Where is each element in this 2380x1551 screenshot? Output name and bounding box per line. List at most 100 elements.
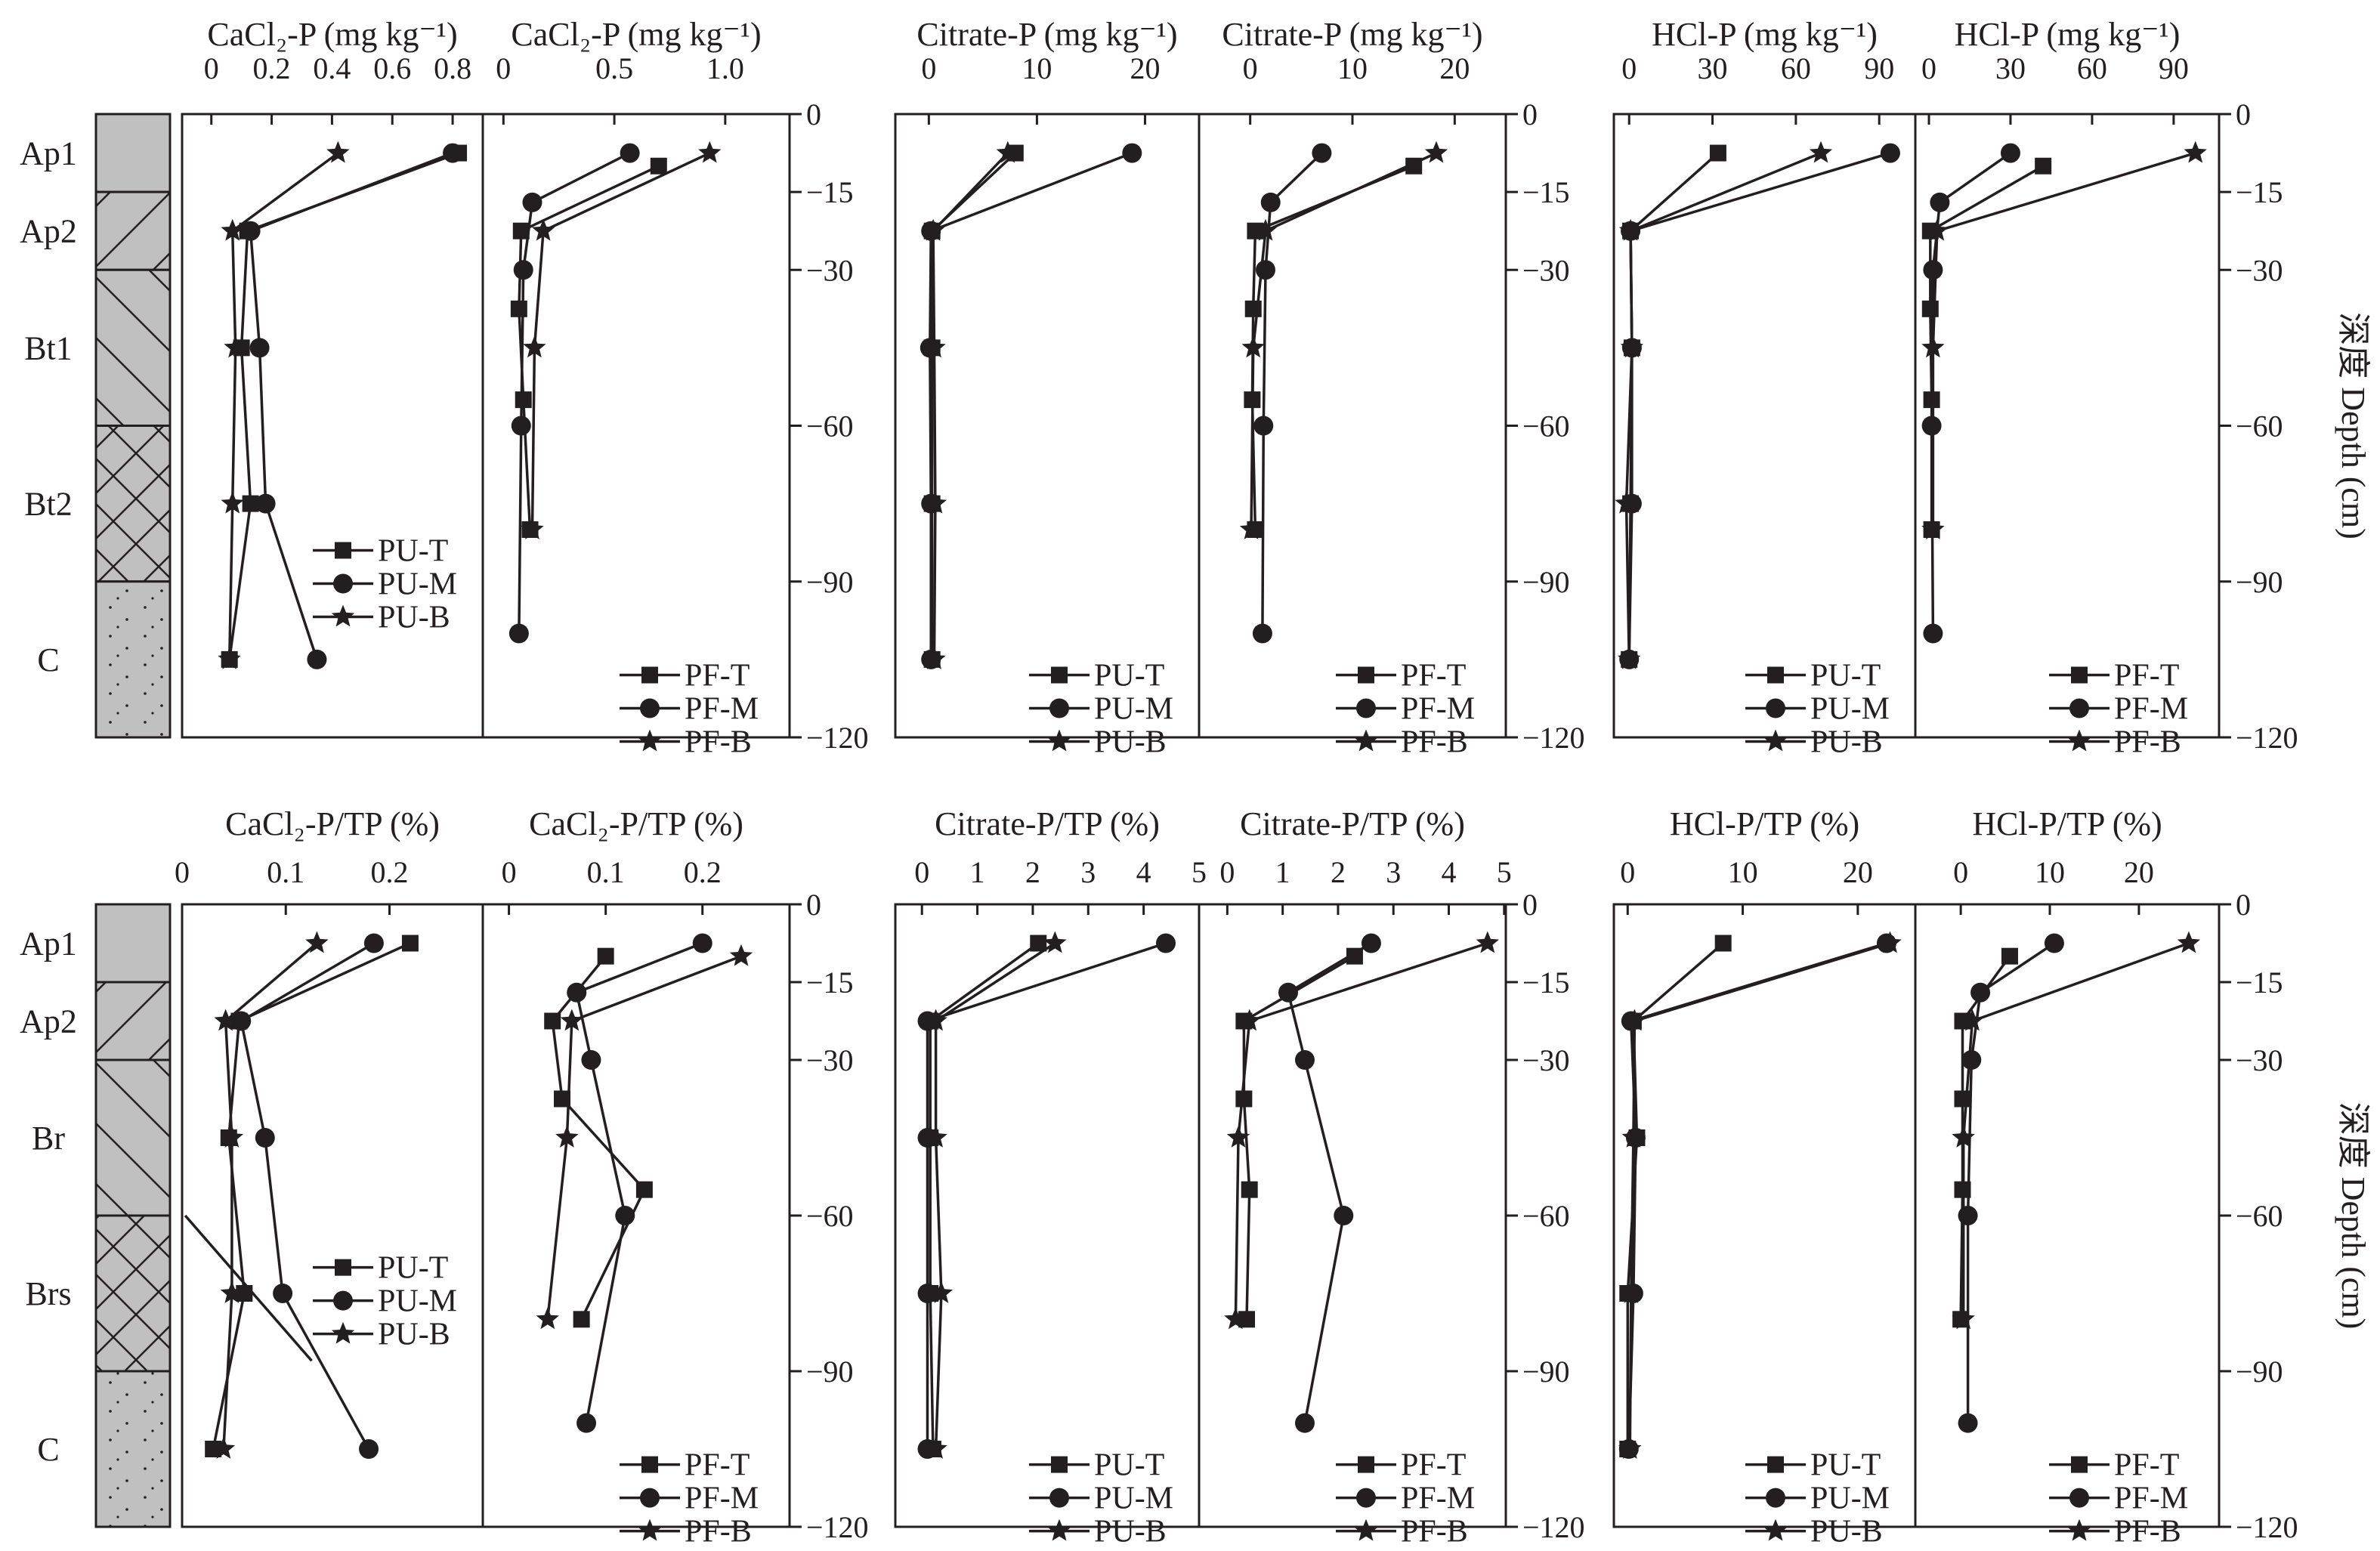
series-line <box>1930 152 2012 634</box>
star-marker <box>1621 1126 1646 1148</box>
square-marker <box>512 222 530 239</box>
legend-label: PF-T <box>1401 1448 1466 1483</box>
x-tick-label: 60 <box>1781 51 1811 85</box>
circle-marker <box>249 338 270 358</box>
circle-marker <box>1278 982 1298 1003</box>
panel-title: Citrate-P/TP (%) <box>935 805 1160 842</box>
x-tick-label: 10 <box>1022 51 1052 85</box>
x-tick-label: 0 <box>1219 855 1235 889</box>
legend-label: PU-M <box>1094 1481 1173 1516</box>
circle-marker <box>2044 933 2064 953</box>
x-tick-label: 1.0 <box>706 51 744 85</box>
x-tick-label: 10 <box>2035 855 2065 889</box>
depth-axis: 0 −15 −30 −60 −90 −120 <box>2219 888 2298 1544</box>
star-marker <box>221 218 244 241</box>
y-tick-label: −90 <box>2236 1355 2283 1389</box>
y-tick-label: −120 <box>2236 1510 2298 1544</box>
x-tick-label: 0.8 <box>434 51 471 85</box>
x-tick-label: 90 <box>2159 51 2189 85</box>
series-line <box>1250 152 1437 530</box>
horizon-label: C <box>37 641 59 678</box>
chart-panel: Citrate-P (mg kg⁻¹)0 10 20 PU-TPU-MPU-B <box>894 16 1201 760</box>
legend-label: PF-B <box>2114 725 2181 760</box>
star-marker <box>923 647 946 669</box>
circle-marker <box>1253 416 1274 436</box>
legend-label: PF-T <box>685 659 750 694</box>
y-tick-label: −30 <box>2236 1043 2283 1077</box>
square-marker <box>1238 1311 1256 1328</box>
star-marker <box>218 647 241 669</box>
square-marker <box>2071 1456 2088 1473</box>
chart-panel: CaCl₂-P/TP (%) 0 0.1 0.2 PU-TPU-MPU-B <box>175 805 484 1528</box>
star-marker <box>1809 141 1833 163</box>
panel-title: Citrate-P (mg kg⁻¹) <box>916 16 1177 53</box>
star-marker <box>1224 1307 1247 1330</box>
x-tick-label: 0.1 <box>267 855 304 889</box>
circle-marker <box>1049 698 1069 718</box>
legend-label: PF-B <box>685 1515 752 1549</box>
legend: PU-TPU-MPU-B <box>1029 659 1173 760</box>
y-tick-label: −30 <box>1522 1043 1570 1077</box>
circle-marker <box>443 143 463 163</box>
horizon-label: Ap1 <box>20 135 77 172</box>
plot-frame <box>181 113 484 739</box>
plot-frame <box>1198 113 1507 739</box>
y-tick-label: −15 <box>2236 966 2283 999</box>
chart-panel: CaCl₂-P (mg kg⁻¹)0 0.2 0.4 0.6 0.8 PU-TPU-MPU… <box>181 16 484 739</box>
circle-marker <box>1312 143 1332 163</box>
star-marker <box>924 1126 947 1148</box>
horizon-label: Brs <box>25 1275 71 1312</box>
y-tick-label: −60 <box>2236 1199 2283 1233</box>
legend-label: PU-T <box>378 534 448 569</box>
square-marker <box>641 666 658 684</box>
y-tick-label: 0 <box>1522 888 1538 922</box>
legend-label: PU-B <box>1810 1515 1883 1549</box>
square-marker <box>1714 935 1732 952</box>
star-marker <box>1047 729 1071 752</box>
horizon-label: Ap1 <box>20 925 77 962</box>
y-tick-label: −90 <box>806 1355 854 1389</box>
square-marker <box>650 157 667 175</box>
star-marker <box>1047 1519 1071 1541</box>
series-pf-m <box>1278 933 1381 1433</box>
x-tick-label: 2 <box>1025 855 1040 889</box>
chart-panel: HCl-P (mg kg⁻¹) 0 30 60 90 PU-TPU-MPU-B <box>1612 16 1917 760</box>
horizon-label: C <box>37 1431 59 1468</box>
legend-label: PU-T <box>1094 1448 1164 1483</box>
y-tick-label: 0 <box>1522 97 1538 131</box>
plot-frame <box>1612 113 1917 739</box>
legend-label: PU-T <box>1810 1448 1881 1483</box>
star-marker <box>220 1126 244 1148</box>
star-marker <box>924 1437 947 1459</box>
horizon-bt2 <box>94 425 172 583</box>
horizon-brs <box>94 1214 172 1373</box>
x-tick-label: 0.5 <box>595 51 633 85</box>
square-marker <box>1051 666 1068 684</box>
plot-frame <box>1914 113 2221 739</box>
panel-title: Citrate-P (mg kg⁻¹) <box>1222 16 1482 53</box>
series-line <box>1627 152 1720 660</box>
x-tick-label: 30 <box>1995 51 2026 85</box>
star-marker <box>1763 729 1788 752</box>
circle-marker <box>513 260 533 280</box>
legend-label: PF-M <box>2114 692 2188 727</box>
square-marker <box>544 1012 561 1030</box>
circle-marker <box>1294 1413 1315 1433</box>
circle-marker <box>240 221 261 241</box>
square-marker <box>2035 157 2052 175</box>
square-marker <box>1954 1090 1971 1108</box>
y-tick-label: −90 <box>2236 565 2283 599</box>
circle-marker <box>1766 1488 1785 1508</box>
x-tick-label: 0.2 <box>253 51 291 85</box>
star-marker <box>1043 931 1067 953</box>
star-marker <box>555 1126 579 1148</box>
depth-axis: 0 −15 −30 −60 −90 −120 <box>790 97 869 755</box>
x-tick-label: 5 <box>1497 855 1512 889</box>
x-tick-label: 90 <box>1864 51 1894 85</box>
star-marker <box>1615 491 1638 514</box>
square-marker <box>1709 144 1726 162</box>
legend-label: PU-B <box>1810 725 1883 760</box>
circle-marker <box>1255 260 1275 280</box>
series-pf-b <box>1239 141 1448 539</box>
panel-title: CaCl₂-P (mg kg⁻¹) <box>511 16 761 53</box>
